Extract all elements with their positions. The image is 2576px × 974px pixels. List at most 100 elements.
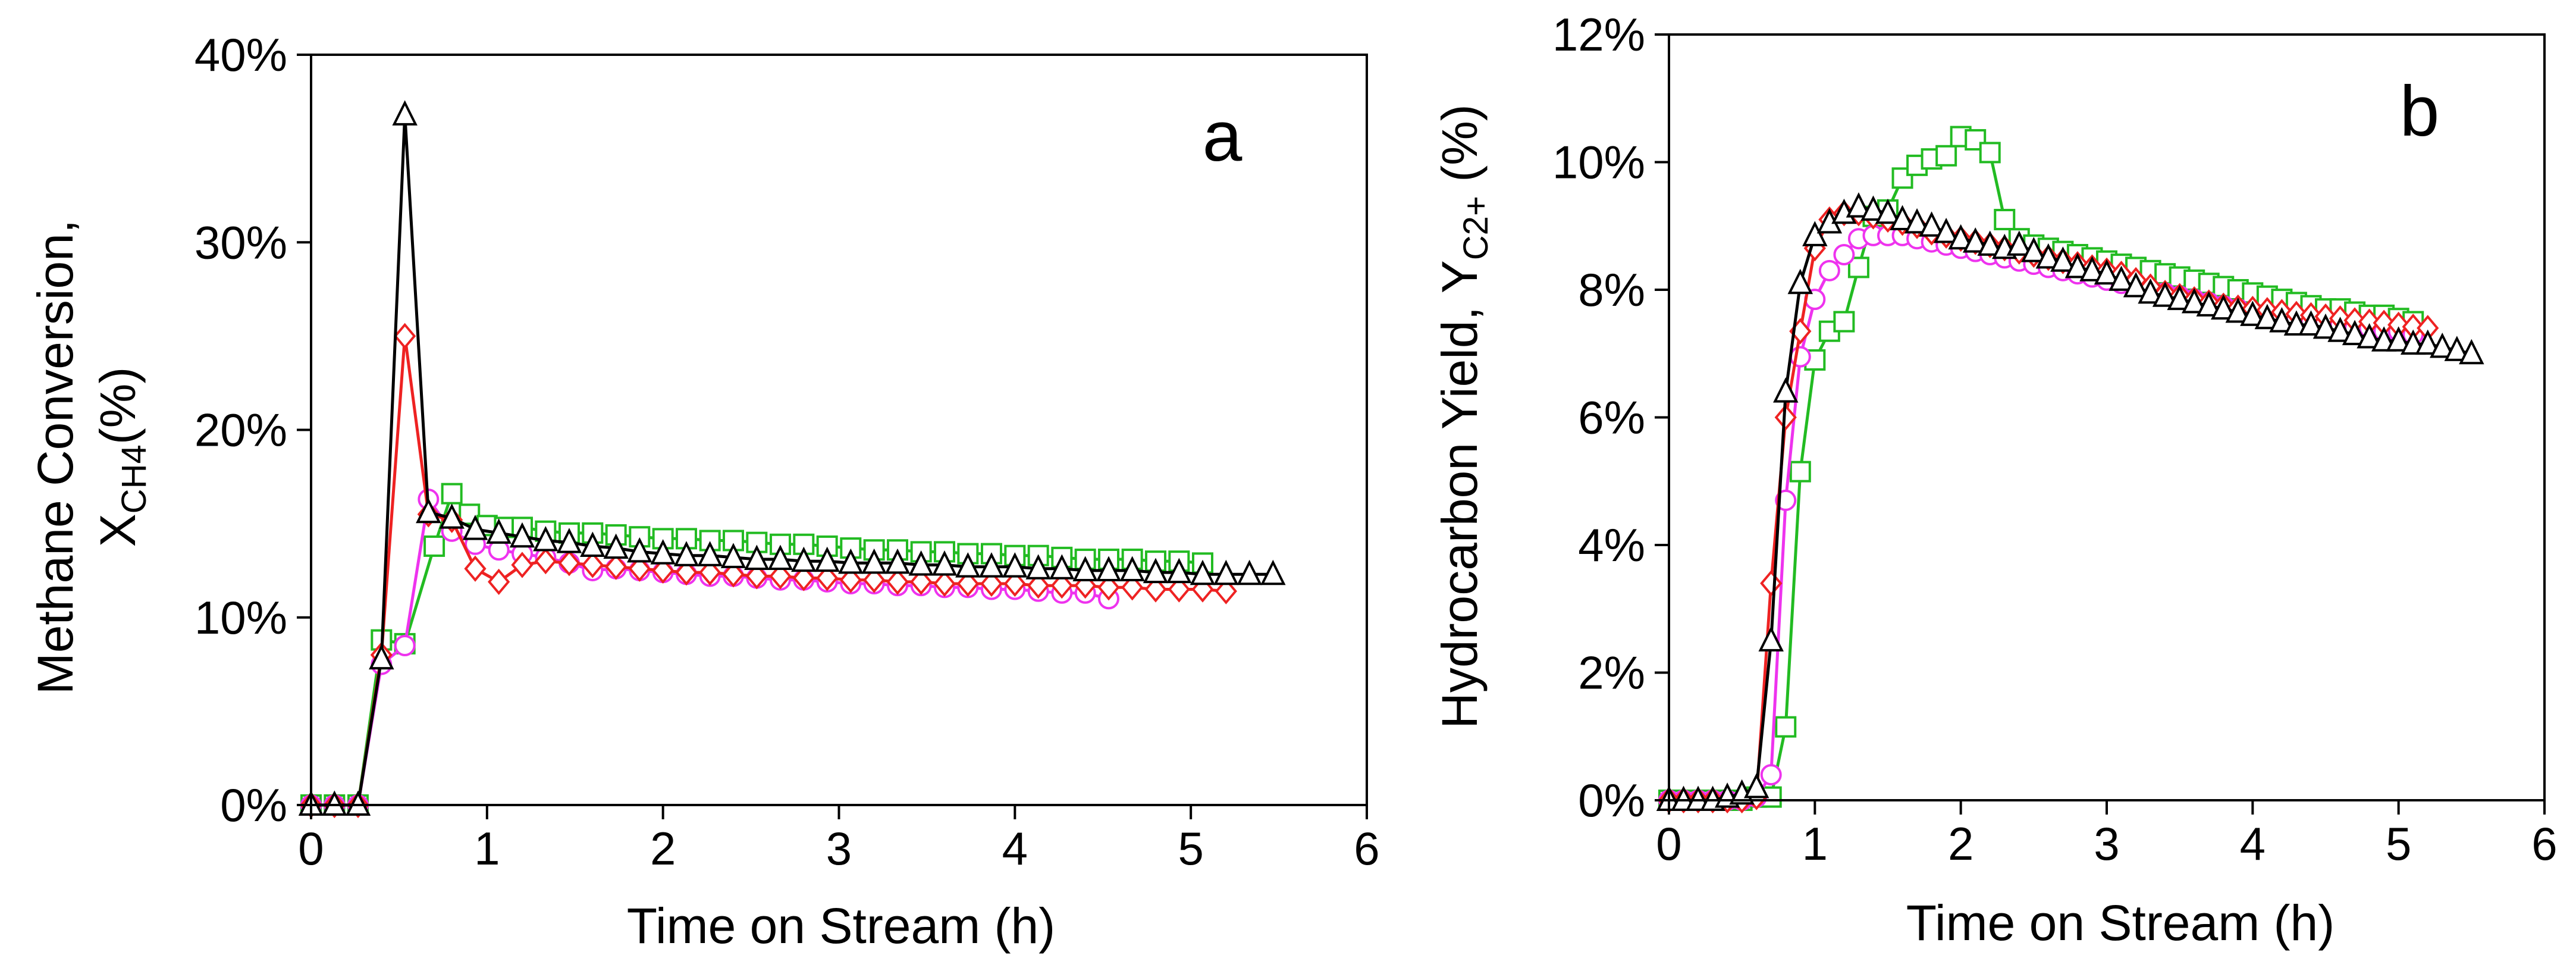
- panel-b-x-axis-title: Time on Stream (h): [1906, 895, 2335, 951]
- panel-b-black-triangle-point: [2167, 284, 2192, 311]
- panel-a-black-triangle-point: [392, 100, 418, 126]
- panel-a-x-axis-title: Time on Stream (h): [627, 898, 1055, 954]
- panel-b-y-title-main: Hydrocarbon Yield, Y: [1432, 260, 1488, 729]
- panel-b-x-tick-label: 2: [1948, 818, 1973, 870]
- panel-b-black-triangle-point: [2196, 291, 2222, 317]
- panel-b-black-triangle-point: [2035, 243, 2062, 269]
- panel-b-black-triangle-point: [2298, 310, 2324, 336]
- panel-a-magenta-circle-point: [394, 635, 416, 657]
- panel-a-red-diamond-point: [605, 553, 627, 580]
- panel-a-red-diamond-point: [1027, 572, 1050, 599]
- panel-a-red-diamond-point: [792, 565, 815, 591]
- panel-a-black-triangle-line: [311, 113, 1273, 807]
- panel-b-black-triangle-point: [2006, 230, 2032, 256]
- panel-b-black-triangle-point: [1933, 218, 1959, 243]
- panel-b-black-triangle-point: [2050, 246, 2076, 272]
- panel-a-y-axis-title-line1: Methane Conversion,: [27, 220, 83, 694]
- panel-a-black-triangle-point: [1190, 559, 1216, 585]
- panel-a-black-triangle-point: [697, 541, 723, 566]
- panel-a-black-triangle-point: [627, 537, 652, 563]
- panel-a-black-triangle-point: [416, 497, 441, 524]
- panel-a-black-triangle-point: [978, 552, 1005, 578]
- panel-a-red-diamond-point: [1003, 570, 1026, 597]
- panel-b-black-triangle-point: [2254, 303, 2280, 330]
- panel-a-black-triangle-point: [369, 644, 394, 670]
- panel-b-y-tick-label: 6%: [1578, 392, 1645, 444]
- panel-b-black-triangle-point: [1802, 221, 1828, 246]
- panel-b-x-tick-label: 5: [2386, 818, 2411, 870]
- panel-a-black-triangle-point: [861, 548, 887, 574]
- panel-a-x-tick-label: 0: [298, 822, 324, 875]
- panel-b-black-triangle-point: [2109, 265, 2134, 291]
- panel-b-x-tick-label: 4: [2240, 818, 2266, 870]
- panel-a-black-triangle-point: [1166, 558, 1192, 584]
- panel-b-black-triangle-point: [1962, 227, 1988, 253]
- panel-a-red-diamond-point: [722, 561, 745, 588]
- panel-a-green-square-point: [441, 483, 463, 505]
- panel-a-x-tick-label: 2: [650, 822, 676, 875]
- panel-a-ticks: 0 1 2 3 4 5 6 0% 10% 20% 30% 40%: [194, 29, 1380, 875]
- panel-a-black-triangle-point: [603, 533, 629, 559]
- panel-b-x-tick-label: 1: [1802, 818, 1828, 870]
- panel-a-black-triangle-point: [556, 528, 582, 553]
- panel-b-chart: 0 1 2 3 4 5 6 0% 2% 4% 6% 8% 10% 12% b Time on Stream…: [1432, 8, 2558, 951]
- panel-a-x-tick-label: 4: [1002, 822, 1028, 875]
- panel-a-y-title-subscript: CH4: [115, 444, 153, 513]
- panel-a-black-triangle-point: [744, 544, 770, 571]
- panel-b-black-triangle-point: [2211, 294, 2236, 320]
- panel-b-black-triangle-point: [2021, 237, 2047, 262]
- panel-a-y-title-unit: (%): [90, 367, 146, 445]
- panel-a-red-diamond-point: [933, 570, 956, 597]
- panel-b-y-title-subscript: C2+: [1457, 196, 1495, 260]
- panel-b-ticks: 0 1 2 3 4 5 6 0% 2% 4% 6% 8% 10% 12%: [1552, 8, 2558, 870]
- panel-a-red-diamond-point: [488, 568, 510, 595]
- panel-a-green-square-point: [423, 535, 445, 557]
- panel-b-green-square-point: [1935, 145, 1957, 167]
- panel-b-y-tick-label: 8%: [1578, 264, 1645, 316]
- panel-b-green-square-point: [1775, 716, 1797, 738]
- panel-a-red-diamond-point: [886, 568, 909, 595]
- panel-a-black-triangle-point: [838, 548, 864, 574]
- panel-a-black-triangle-point: [767, 544, 793, 571]
- panel-a-black-triangle-point: [955, 552, 981, 578]
- panel-b-magenta-circle-point: [1833, 244, 1855, 266]
- panel-b-magenta-circle-point: [1818, 259, 1840, 281]
- panel-a-black-triangle-point: [580, 531, 605, 557]
- panel-a-red-diamond-point: [464, 555, 487, 582]
- panel-b-y-tick-label: 0%: [1578, 774, 1645, 826]
- panel-b-black-triangle-point: [2079, 256, 2105, 281]
- panel-a-black-triangle-point: [908, 550, 934, 576]
- panel-b-black-triangle-point: [2327, 317, 2353, 342]
- panel-b-black-triangle-point: [2152, 281, 2178, 307]
- panel-a-black-triangle-point: [1119, 556, 1145, 581]
- panel-a-red-diamond-point: [628, 555, 651, 582]
- panel-a-red-diamond-point: [1215, 578, 1237, 605]
- panel-b-black-triangle-point: [1875, 198, 1901, 224]
- panel-a-red-diamond-point: [956, 570, 979, 597]
- panel-b-black-triangle-point: [2357, 322, 2382, 349]
- panel-a-letter: a: [1203, 96, 1242, 176]
- panel-b-black-triangle-point: [1890, 205, 1915, 231]
- panel-a-black-triangle-point: [1049, 554, 1075, 580]
- panel-b-black-triangle-point: [1919, 211, 1944, 237]
- panel-a-x-tick-label: 1: [474, 822, 500, 875]
- panel-a-red-diamond-point: [980, 570, 1003, 597]
- panel-b-magenta-circle-point: [1760, 764, 1782, 786]
- panel-b-green-square-point: [1994, 209, 2016, 231]
- panel-b-plot-frame: [1668, 33, 2546, 801]
- panel-a-red-diamond-point: [534, 548, 557, 575]
- panel-a-black-triangle-point: [1143, 558, 1169, 584]
- panel-a-red-diamond-point: [581, 552, 604, 578]
- panel-b-y-tick-label: 12%: [1552, 8, 1645, 61]
- panel-a-red-diamond-point: [394, 322, 416, 349]
- panel-a-black-triangle-point: [1002, 552, 1028, 578]
- panel-a-green-square-point: [459, 503, 481, 525]
- panel-a-black-triangle-point: [673, 541, 699, 566]
- panel-b-black-triangle-point: [1948, 224, 1973, 250]
- panel-a-y-tick-label: 40%: [194, 29, 287, 81]
- panel-a-y-axis-title-line2: XCH4(%): [90, 367, 153, 547]
- panel-b-black-triangle-point: [2181, 287, 2207, 314]
- panel-b-black-triangle-point: [1773, 377, 1799, 403]
- panel-b-black-triangle-point: [2094, 259, 2120, 285]
